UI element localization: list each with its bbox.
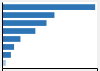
x-axis: [3, 69, 98, 71]
bar: [2, 4, 95, 10]
plot-background: [2, 2, 97, 68]
bar: [2, 36, 20, 42]
bar: [2, 12, 54, 18]
plot: [2, 2, 98, 71]
bar: [2, 20, 47, 26]
bars: [2, 4, 95, 66]
chart: [0, 0, 100, 71]
y-axis: [2, 3, 3, 69]
bar: [2, 52, 11, 58]
bar: [2, 44, 14, 50]
y-axis-line: [2, 3, 3, 69]
bar: [2, 28, 35, 34]
x-axis-line: [3, 69, 98, 71]
